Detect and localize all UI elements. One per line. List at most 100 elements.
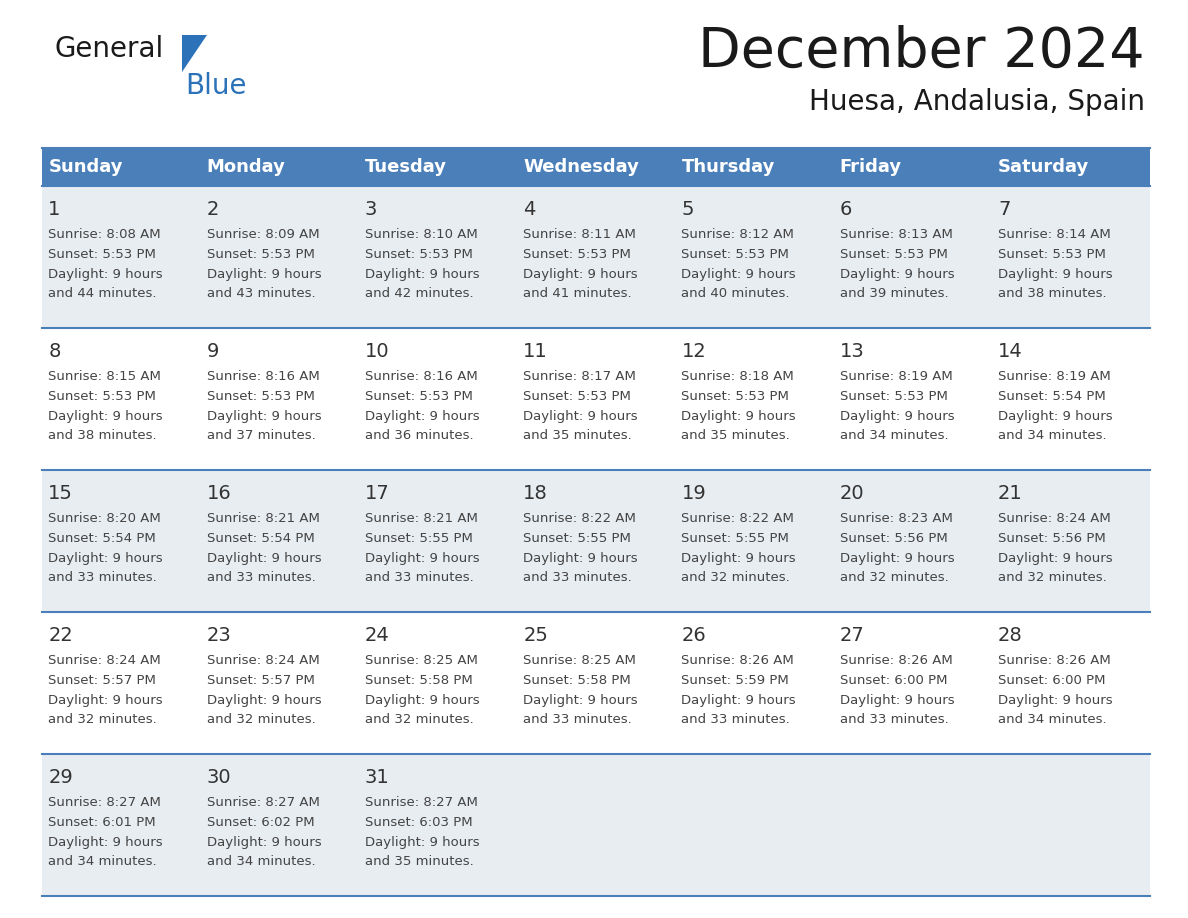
Text: Daylight: 9 hours: Daylight: 9 hours [840,268,954,281]
Text: Daylight: 9 hours: Daylight: 9 hours [840,552,954,565]
Text: Daylight: 9 hours: Daylight: 9 hours [207,552,321,565]
Text: and 36 minutes.: and 36 minutes. [365,429,474,442]
Bar [42,470,1150,612]
Text: Daylight: 9 hours: Daylight: 9 hours [207,268,321,281]
Text: Sunset: 6:00 PM: Sunset: 6:00 PM [840,674,947,687]
Text: Sunrise: 8:25 AM: Sunrise: 8:25 AM [365,654,478,667]
Text: Sunrise: 8:20 AM: Sunrise: 8:20 AM [49,512,162,525]
Text: Daylight: 9 hours: Daylight: 9 hours [365,410,480,423]
Bar [42,148,1150,186]
Text: and 33 minutes.: and 33 minutes. [365,571,474,584]
Text: Sunset: 5:53 PM: Sunset: 5:53 PM [840,390,948,403]
Text: 8: 8 [49,342,61,361]
Text: Daylight: 9 hours: Daylight: 9 hours [998,694,1113,707]
Text: Sunrise: 8:12 AM: Sunrise: 8:12 AM [682,228,795,241]
Text: and 33 minutes.: and 33 minutes. [523,571,632,584]
Text: 29: 29 [49,768,74,787]
Text: 2: 2 [207,200,219,219]
Text: 13: 13 [840,342,865,361]
Text: 28: 28 [998,626,1023,645]
Text: Daylight: 9 hours: Daylight: 9 hours [998,552,1113,565]
Text: Sunset: 5:53 PM: Sunset: 5:53 PM [998,248,1106,261]
Text: Daylight: 9 hours: Daylight: 9 hours [365,694,480,707]
Text: Sunset: 5:57 PM: Sunset: 5:57 PM [207,674,315,687]
Text: and 33 minutes.: and 33 minutes. [523,713,632,726]
Text: Blue: Blue [185,72,246,100]
Text: Sunrise: 8:27 AM: Sunrise: 8:27 AM [207,796,320,809]
Text: Sunset: 5:58 PM: Sunset: 5:58 PM [523,674,631,687]
Text: Sunset: 5:54 PM: Sunset: 5:54 PM [998,390,1106,403]
Text: 16: 16 [207,484,232,503]
Text: Sunrise: 8:27 AM: Sunrise: 8:27 AM [365,796,478,809]
Text: and 33 minutes.: and 33 minutes. [682,713,790,726]
Text: Sunrise: 8:21 AM: Sunrise: 8:21 AM [365,512,478,525]
Text: Sunrise: 8:21 AM: Sunrise: 8:21 AM [207,512,320,525]
Text: and 43 minutes.: and 43 minutes. [207,287,315,300]
Text: 14: 14 [998,342,1023,361]
Text: Sunrise: 8:16 AM: Sunrise: 8:16 AM [365,370,478,383]
Text: Sunset: 5:55 PM: Sunset: 5:55 PM [682,532,789,545]
Text: Sunrise: 8:24 AM: Sunrise: 8:24 AM [49,654,162,667]
Text: Sunset: 5:54 PM: Sunset: 5:54 PM [207,532,315,545]
Text: 15: 15 [49,484,74,503]
Bar [42,328,1150,470]
Text: Sunset: 6:01 PM: Sunset: 6:01 PM [49,816,156,829]
Text: Sunrise: 8:15 AM: Sunrise: 8:15 AM [49,370,162,383]
Text: 20: 20 [840,484,865,503]
Text: Daylight: 9 hours: Daylight: 9 hours [682,694,796,707]
Text: Sunrise: 8:09 AM: Sunrise: 8:09 AM [207,228,320,241]
Text: and 32 minutes.: and 32 minutes. [365,713,474,726]
Text: and 34 minutes.: and 34 minutes. [49,855,157,868]
Text: Sunrise: 8:22 AM: Sunrise: 8:22 AM [523,512,636,525]
Text: 25: 25 [523,626,548,645]
Text: Sunrise: 8:24 AM: Sunrise: 8:24 AM [998,512,1111,525]
Text: Sunset: 5:53 PM: Sunset: 5:53 PM [365,248,473,261]
Text: Sunrise: 8:25 AM: Sunrise: 8:25 AM [523,654,636,667]
Bar [42,186,1150,328]
Text: and 40 minutes.: and 40 minutes. [682,287,790,300]
Text: and 44 minutes.: and 44 minutes. [49,287,157,300]
Text: 9: 9 [207,342,219,361]
Text: and 34 minutes.: and 34 minutes. [207,855,315,868]
Text: and 32 minutes.: and 32 minutes. [682,571,790,584]
Text: Sunrise: 8:17 AM: Sunrise: 8:17 AM [523,370,636,383]
Text: Thursday: Thursday [682,158,775,176]
Text: Daylight: 9 hours: Daylight: 9 hours [207,694,321,707]
Text: Daylight: 9 hours: Daylight: 9 hours [49,694,163,707]
Text: and 34 minutes.: and 34 minutes. [840,429,948,442]
Text: and 41 minutes.: and 41 minutes. [523,287,632,300]
Text: Daylight: 9 hours: Daylight: 9 hours [49,552,163,565]
Text: 6: 6 [840,200,852,219]
Text: Sunset: 5:57 PM: Sunset: 5:57 PM [49,674,156,687]
Text: Sunset: 5:55 PM: Sunset: 5:55 PM [523,532,631,545]
Polygon shape [182,35,207,72]
Text: Sunset: 5:58 PM: Sunset: 5:58 PM [365,674,473,687]
Text: Sunrise: 8:26 AM: Sunrise: 8:26 AM [840,654,953,667]
Text: 3: 3 [365,200,378,219]
Text: Sunrise: 8:24 AM: Sunrise: 8:24 AM [207,654,320,667]
Text: and 32 minutes.: and 32 minutes. [998,571,1107,584]
Text: Sunrise: 8:26 AM: Sunrise: 8:26 AM [998,654,1111,667]
Text: and 32 minutes.: and 32 minutes. [840,571,948,584]
Text: Daylight: 9 hours: Daylight: 9 hours [365,552,480,565]
Text: Daylight: 9 hours: Daylight: 9 hours [523,410,638,423]
Text: Daylight: 9 hours: Daylight: 9 hours [49,268,163,281]
Text: Daylight: 9 hours: Daylight: 9 hours [49,410,163,423]
Text: Daylight: 9 hours: Daylight: 9 hours [998,268,1113,281]
Text: 30: 30 [207,768,232,787]
Text: and 32 minutes.: and 32 minutes. [49,713,157,726]
Text: 27: 27 [840,626,865,645]
Text: Sunset: 5:53 PM: Sunset: 5:53 PM [840,248,948,261]
Text: Daylight: 9 hours: Daylight: 9 hours [523,694,638,707]
Text: Sunday: Sunday [49,158,122,176]
Text: Sunrise: 8:23 AM: Sunrise: 8:23 AM [840,512,953,525]
Text: Daylight: 9 hours: Daylight: 9 hours [682,552,796,565]
Text: Sunset: 5:53 PM: Sunset: 5:53 PM [207,390,315,403]
Text: and 34 minutes.: and 34 minutes. [998,713,1107,726]
Text: and 33 minutes.: and 33 minutes. [207,571,315,584]
Text: Sunset: 5:53 PM: Sunset: 5:53 PM [49,390,156,403]
Text: Sunset: 5:53 PM: Sunset: 5:53 PM [207,248,315,261]
Text: Tuesday: Tuesday [365,158,447,176]
Text: 19: 19 [682,484,706,503]
Text: 1: 1 [49,200,61,219]
